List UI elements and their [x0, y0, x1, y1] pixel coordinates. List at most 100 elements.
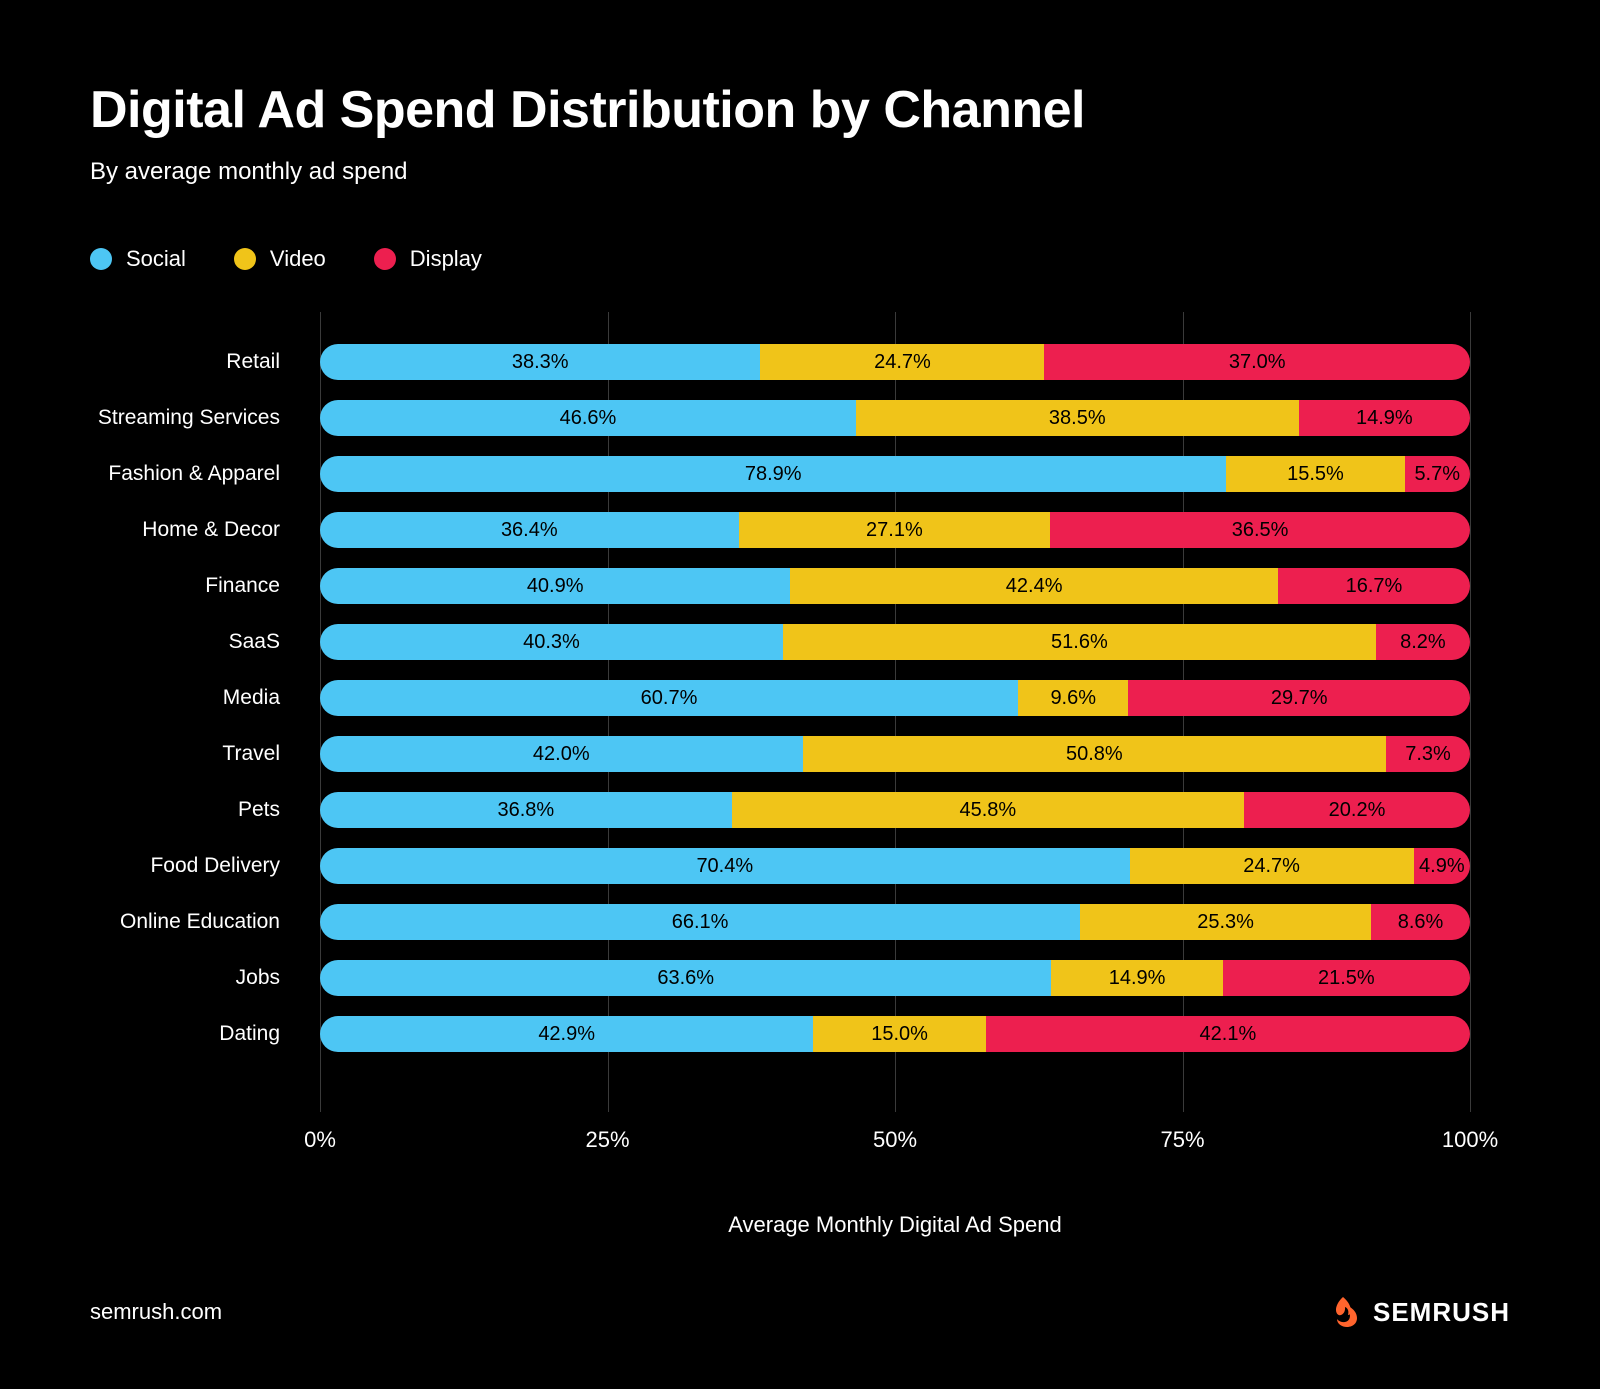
- chart-subtitle: By average monthly ad spend: [90, 158, 1510, 186]
- legend-item: Social: [90, 246, 186, 272]
- bar-row: Dating42.9%15.0%42.1%: [320, 1006, 1470, 1062]
- x-axis: 0%25%50%75%100%: [320, 1127, 1470, 1167]
- bar-segment: 27.1%: [739, 512, 1051, 548]
- bar-track: 40.3%51.6%8.2%: [320, 624, 1470, 660]
- bar-segment: 36.8%: [320, 792, 732, 828]
- x-tick-label: 50%: [873, 1127, 917, 1153]
- bar-segment: 66.1%: [320, 904, 1080, 940]
- bar-segment: 46.6%: [320, 400, 856, 436]
- category-label: Fashion & Apparel: [70, 462, 300, 486]
- bar-track: 78.9%15.5%5.7%: [320, 456, 1470, 492]
- x-tick-label: 0%: [304, 1127, 336, 1153]
- bar-segment: 29.7%: [1128, 680, 1470, 716]
- brand-logo: SEMRUSH: [1329, 1295, 1510, 1329]
- bar-track: 42.9%15.0%42.1%: [320, 1016, 1470, 1052]
- bar-segment: 42.0%: [320, 736, 803, 772]
- bar-row: SaaS40.3%51.6%8.2%: [320, 614, 1470, 670]
- bar-segment: 8.2%: [1376, 624, 1470, 660]
- bar-segment: 38.5%: [856, 400, 1299, 436]
- bar-segment: 15.5%: [1226, 456, 1404, 492]
- legend: Social Video Display: [90, 246, 1510, 272]
- bar-segment: 20.2%: [1244, 792, 1470, 828]
- bar-segment: 5.7%: [1405, 456, 1470, 492]
- category-label: SaaS: [70, 630, 300, 654]
- legend-swatch: [90, 248, 112, 270]
- bar-row: Jobs63.6%14.9%21.5%: [320, 950, 1470, 1006]
- category-label: Online Education: [70, 910, 300, 934]
- bar-segment: 16.7%: [1278, 568, 1470, 604]
- legend-item: Display: [374, 246, 482, 272]
- bar-segment: 78.9%: [320, 456, 1226, 492]
- bar-track: 60.7%9.6%29.7%: [320, 680, 1470, 716]
- category-label: Streaming Services: [70, 406, 300, 430]
- bar-row: Streaming Services46.6%38.5%14.9%: [320, 390, 1470, 446]
- legend-item: Video: [234, 246, 326, 272]
- bar-segment: 42.4%: [790, 568, 1278, 604]
- bar-segment: 40.3%: [320, 624, 783, 660]
- footer: semrush.com SEMRUSH: [90, 1295, 1510, 1329]
- bar-row: Travel42.0%50.8%7.3%: [320, 726, 1470, 782]
- bar-segment: 51.6%: [783, 624, 1376, 660]
- bar-row: Online Education66.1%25.3%8.6%: [320, 894, 1470, 950]
- bar-row: Media60.7%9.6%29.7%: [320, 670, 1470, 726]
- bar-segment: 15.0%: [813, 1016, 986, 1052]
- category-label: Home & Decor: [70, 518, 300, 542]
- bar-row: Pets36.8%45.8%20.2%: [320, 782, 1470, 838]
- bar-track: 66.1%25.3%8.6%: [320, 904, 1470, 940]
- category-label: Travel: [70, 742, 300, 766]
- x-tick-label: 25%: [585, 1127, 629, 1153]
- legend-swatch: [374, 248, 396, 270]
- bar-segment: 37.0%: [1044, 344, 1470, 380]
- category-label: Retail: [70, 350, 300, 374]
- gridline: [1470, 312, 1471, 1112]
- chart-title: Digital Ad Spend Distribution by Channel: [90, 80, 1510, 140]
- category-label: Food Delivery: [70, 854, 300, 878]
- x-axis-label: Average Monthly Digital Ad Spend: [320, 1212, 1470, 1238]
- bar-track: 36.4%27.1%36.5%: [320, 512, 1470, 548]
- bar-track: 46.6%38.5%14.9%: [320, 400, 1470, 436]
- bar-segment: 36.4%: [320, 512, 739, 548]
- bar-segment: 50.8%: [803, 736, 1387, 772]
- bar-segment: 63.6%: [320, 960, 1051, 996]
- bar-track: 42.0%50.8%7.3%: [320, 736, 1470, 772]
- bar-segment: 21.5%: [1223, 960, 1470, 996]
- bar-segment: 70.4%: [320, 848, 1130, 884]
- category-label: Finance: [70, 574, 300, 598]
- legend-label: Display: [410, 246, 482, 272]
- legend-swatch: [234, 248, 256, 270]
- category-label: Pets: [70, 798, 300, 822]
- bar-row: Fashion & Apparel78.9%15.5%5.7%: [320, 446, 1470, 502]
- category-label: Dating: [70, 1022, 300, 1046]
- x-tick-label: 75%: [1160, 1127, 1204, 1153]
- bar-row: Food Delivery70.4%24.7%4.9%: [320, 838, 1470, 894]
- bar-segment: 9.6%: [1018, 680, 1128, 716]
- bar-segment: 14.9%: [1051, 960, 1222, 996]
- bar-segment: 60.7%: [320, 680, 1018, 716]
- bar-track: 40.9%42.4%16.7%: [320, 568, 1470, 604]
- bar-segment: 42.9%: [320, 1016, 813, 1052]
- legend-label: Social: [126, 246, 186, 272]
- bar-segment: 4.9%: [1414, 848, 1470, 884]
- bar-segment: 24.7%: [1130, 848, 1414, 884]
- flame-icon: [1329, 1295, 1363, 1329]
- bar-segment: 45.8%: [732, 792, 1244, 828]
- bar-track: 38.3%24.7%37.0%: [320, 344, 1470, 380]
- bars-container: Retail38.3%24.7%37.0%Streaming Services4…: [320, 322, 1470, 1062]
- bar-segment: 42.1%: [986, 1016, 1470, 1052]
- bar-segment: 25.3%: [1080, 904, 1371, 940]
- bar-segment: 8.6%: [1371, 904, 1470, 940]
- bar-row: Home & Decor36.4%27.1%36.5%: [320, 502, 1470, 558]
- chart-plot-area: Retail38.3%24.7%37.0%Streaming Services4…: [320, 322, 1470, 1102]
- category-label: Media: [70, 686, 300, 710]
- bar-row: Finance40.9%42.4%16.7%: [320, 558, 1470, 614]
- bar-segment: 40.9%: [320, 568, 790, 604]
- category-label: Jobs: [70, 966, 300, 990]
- footer-url: semrush.com: [90, 1299, 222, 1325]
- bar-segment: 24.7%: [760, 344, 1044, 380]
- x-tick-label: 100%: [1442, 1127, 1498, 1153]
- bar-row: Retail38.3%24.7%37.0%: [320, 334, 1470, 390]
- bar-segment: 14.9%: [1299, 400, 1470, 436]
- bar-track: 70.4%24.7%4.9%: [320, 848, 1470, 884]
- bar-segment: 36.5%: [1050, 512, 1470, 548]
- bar-segment: 7.3%: [1386, 736, 1470, 772]
